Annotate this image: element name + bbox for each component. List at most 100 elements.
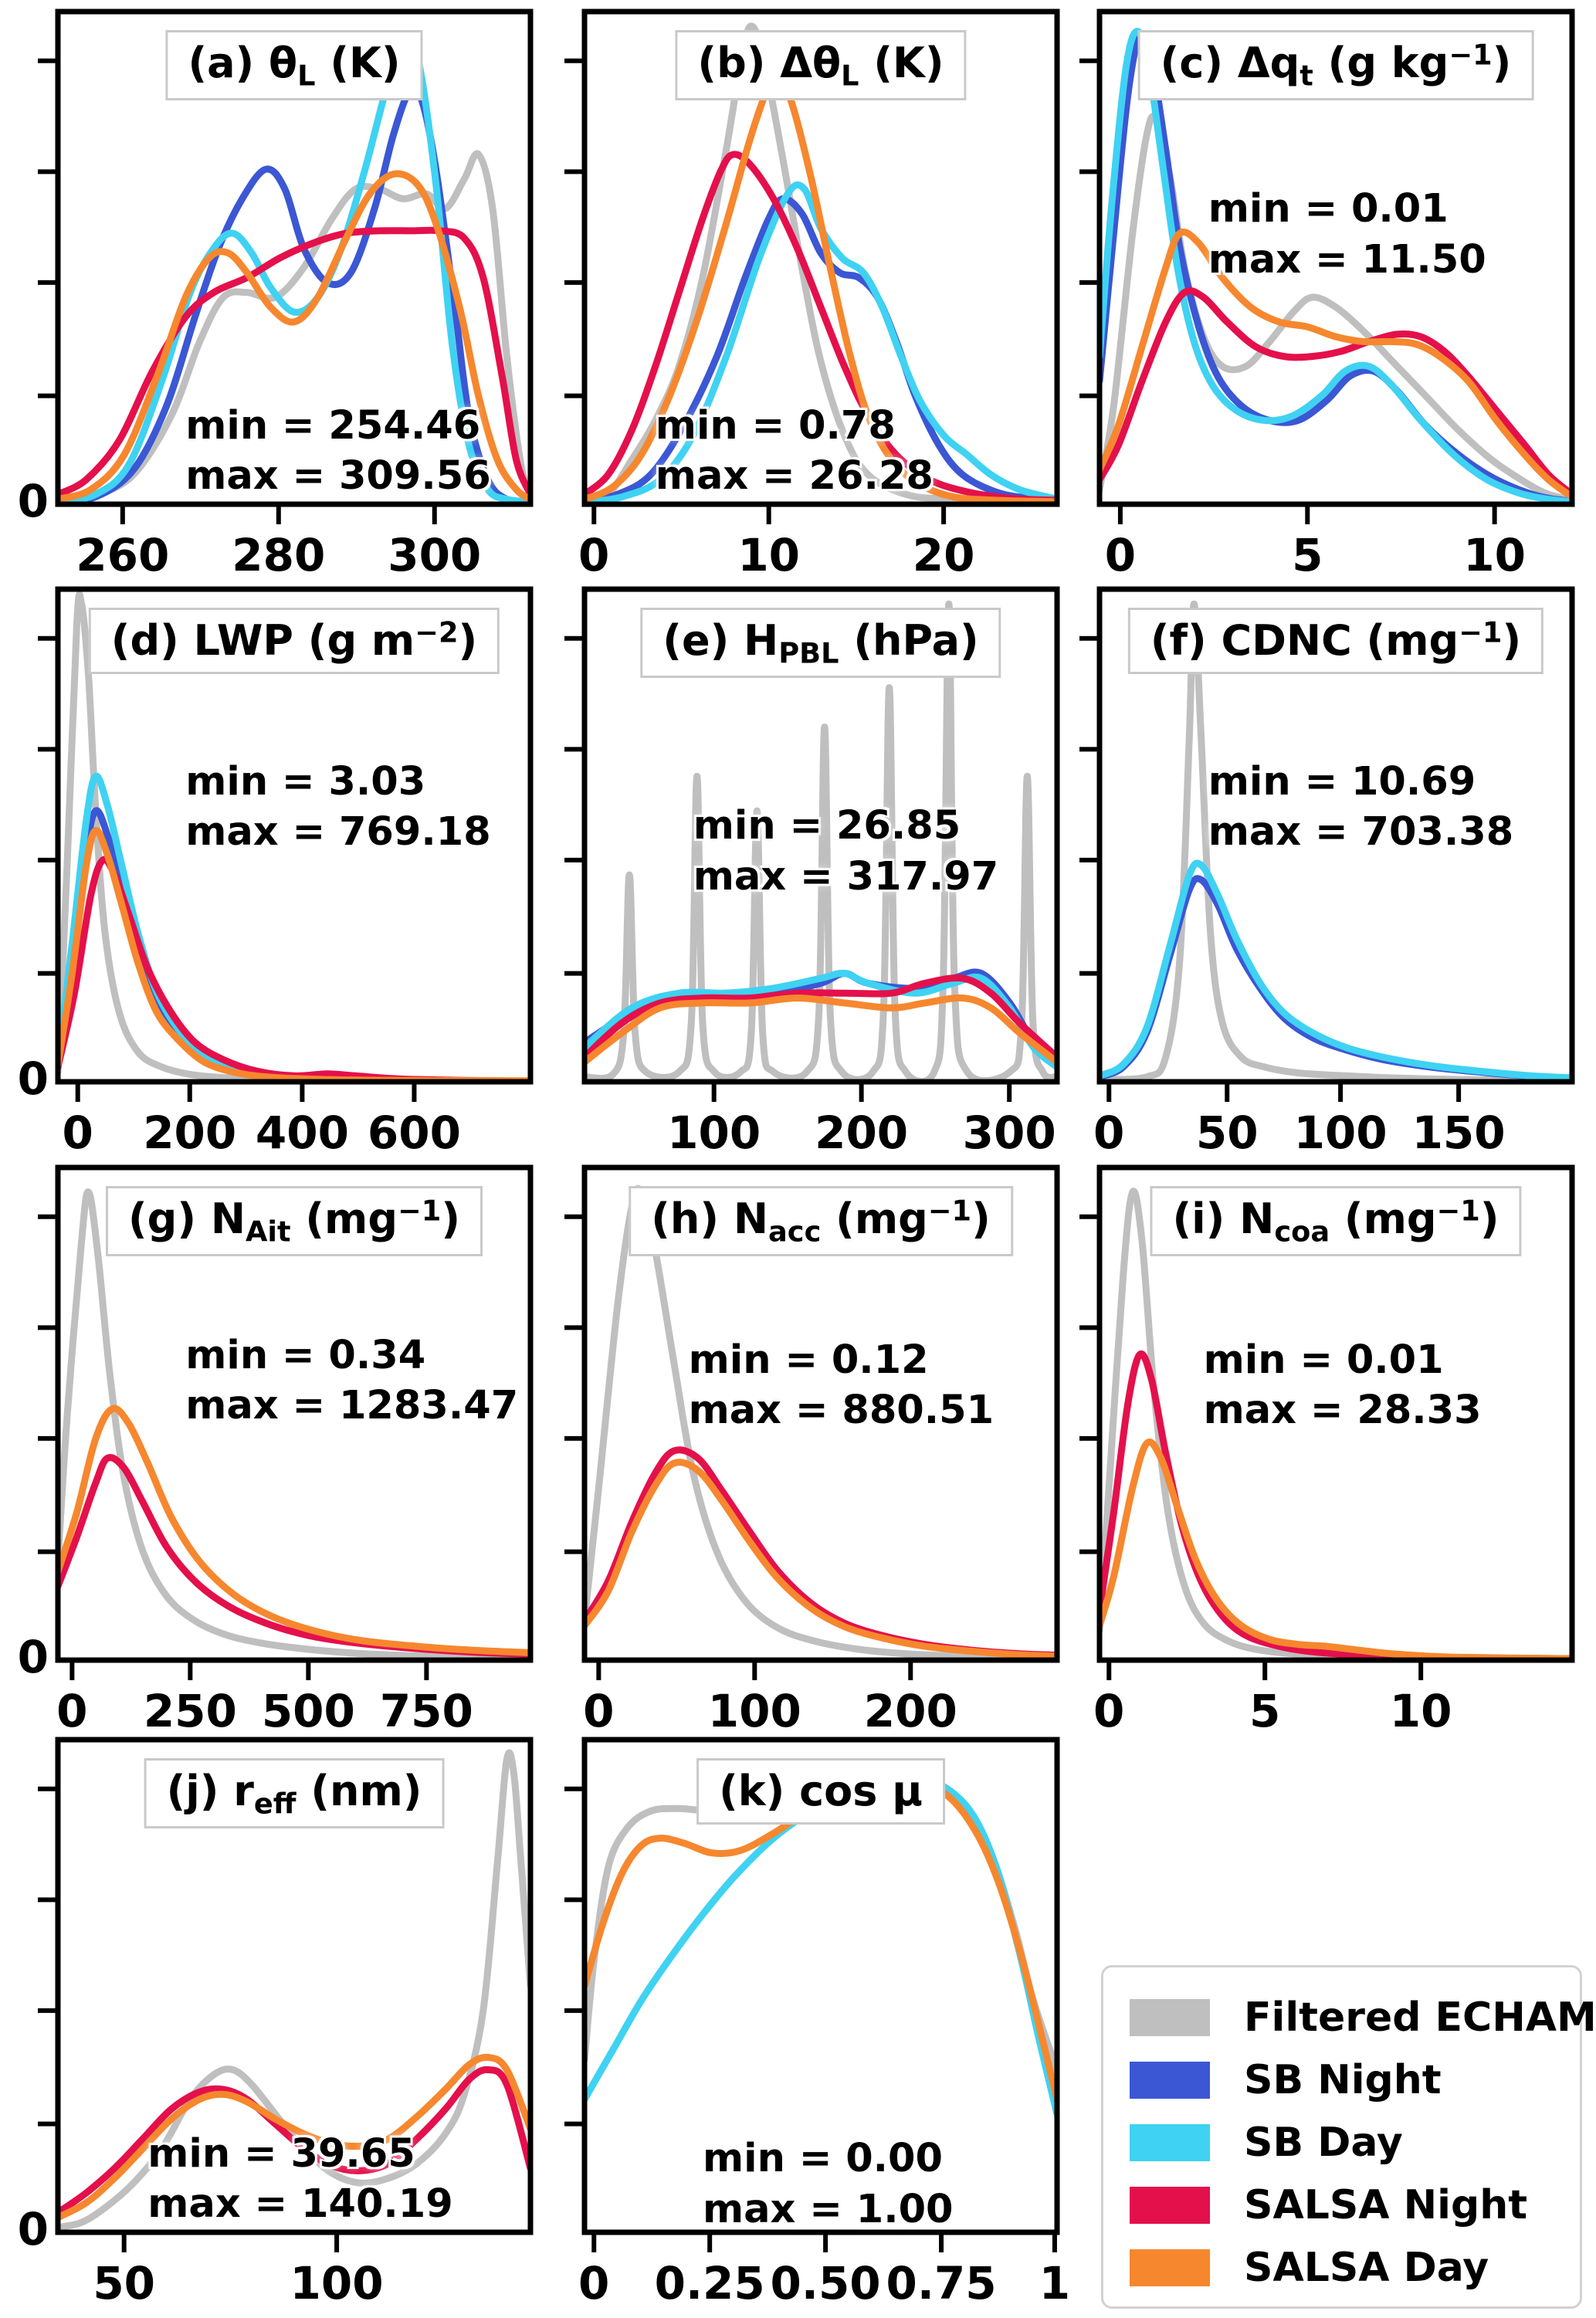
max-value-line: max = 1283.47	[185, 1381, 518, 1431]
x-tick-label: 750	[379, 1685, 473, 1737]
panel-frame	[1096, 586, 1575, 1085]
equals-sign: =	[781, 1388, 842, 1434]
legend-item: SALSA Night	[1130, 2182, 1580, 2228]
salsa-day-curve	[587, 994, 1055, 1065]
panel-frame	[55, 586, 534, 1085]
filtered-echam-curve	[60, 1749, 528, 2230]
stat-label: min	[693, 803, 776, 849]
panel-title-segment: (mg	[821, 1195, 928, 1243]
stat-value: 769.18	[338, 809, 491, 856]
stat-label: min	[185, 403, 269, 449]
panel-a-minmax: min = 254.46 max = 309.56	[185, 401, 491, 502]
panel-a-title: (a) θL (K)	[165, 30, 423, 101]
stat-label: max	[688, 1388, 782, 1434]
stat-label: max	[1203, 1388, 1297, 1434]
max-value-line: max = 11.50	[1208, 235, 1486, 285]
equals-sign: =	[795, 2186, 856, 2232]
panel-k-minmax: min = 0.00 max = 1.00	[703, 2133, 954, 2235]
x-tick-label: 100	[707, 1685, 801, 1737]
panel-title-segment: −1	[1459, 615, 1503, 649]
stat-value: 309.56	[338, 453, 491, 500]
equals-sign: =	[278, 809, 339, 856]
stat-value: 1283.47	[338, 1382, 519, 1428]
legend-swatch-salsa-night	[1130, 2187, 1210, 2224]
stat-label: min	[655, 403, 738, 449]
panel-title-segment: acc	[768, 1215, 822, 1249]
sb-night-curve	[60, 83, 528, 502]
x-tick-label: 250	[143, 1685, 237, 1737]
panel-title-segment: Ait	[246, 1215, 291, 1249]
panel-title-segment: (nm)	[296, 1767, 422, 1815]
x-tick-label: 0	[578, 2257, 610, 2310]
stat-value: 1.00	[856, 2186, 954, 2232]
min-value-line: min = 3.03	[185, 757, 491, 807]
panel-title-segment: )	[1502, 616, 1522, 665]
legend-item: SB Day	[1130, 2120, 1580, 2166]
max-value-line: max = 317.97	[693, 852, 999, 902]
stat-value: 880.51	[842, 1388, 995, 1434]
legend-label: Filtered ECHAM	[1244, 1994, 1596, 2041]
stat-label: min	[185, 1332, 269, 1378]
panel-title-segment: −1	[927, 1194, 972, 1228]
x-tick-label: 300	[388, 529, 482, 581]
panel-frame	[581, 586, 1060, 1085]
stat-label: min	[688, 1337, 771, 1383]
salsa-night-curve	[1102, 287, 1570, 497]
panel-k-title: (k) cos μ	[696, 1758, 945, 1825]
stat-label: min	[185, 758, 269, 805]
min-value-line: min = 254.46	[185, 401, 491, 451]
panel-title-segment: )	[971, 1195, 991, 1243]
panel-title-segment: )	[441, 1195, 460, 1243]
stat-label: max	[147, 2181, 241, 2228]
panel-title-segment: (mg	[290, 1195, 398, 1243]
x-tick-label: 500	[261, 1685, 355, 1737]
panel-title-segment: −1	[1449, 38, 1493, 72]
panel-g-minmax: min = 0.34 max = 1283.47	[185, 1330, 518, 1432]
x-tick-label: 100	[290, 2257, 384, 2310]
stat-value: 0.01	[1350, 186, 1449, 232]
equals-sign: =	[268, 1332, 329, 1378]
min-value-line: min = 0.34	[185, 1330, 518, 1381]
equals-sign: =	[771, 1337, 832, 1383]
stat-label: max	[1208, 809, 1302, 856]
panel-j-plot	[38, 1737, 534, 2252]
panel-title-segment: (b) Δθ	[697, 39, 842, 87]
x-tick-label: 20	[912, 529, 975, 581]
sb-day-curve	[587, 969, 1055, 1070]
filtered-echam-curve	[587, 600, 1055, 1079]
panel-title-segment: (e) H	[662, 616, 779, 665]
panel-title-segment: −2	[415, 615, 459, 649]
panel-title-segment: t	[1300, 59, 1313, 93]
stat-value: 39.65	[290, 2131, 415, 2177]
equals-sign: =	[268, 758, 329, 805]
min-value-line: min = 0.00	[703, 2133, 954, 2184]
stat-value: 26.28	[808, 453, 934, 500]
min-value-line: min = 0.01	[1208, 184, 1486, 234]
equals-sign: =	[278, 453, 339, 500]
salsa-day-curve	[60, 1405, 528, 1656]
stat-value: 0.01	[1346, 1337, 1444, 1383]
legend-swatch-salsa-day	[1130, 2249, 1210, 2286]
panel-d-minmax: min = 3.03 max = 769.18	[185, 757, 491, 858]
panel-title-segment: )	[458, 616, 478, 665]
min-value-line: min = 0.12	[689, 1335, 995, 1385]
panel-i-title: (i) Ncoa (mg−1)	[1150, 1186, 1522, 1257]
x-tick-label: 10	[1463, 529, 1526, 581]
salsa-day-curve	[587, 70, 1055, 502]
x-tick-label: 100	[1293, 1106, 1388, 1159]
stat-label: min	[147, 2131, 231, 2177]
x-tick-label: 0.25	[654, 2257, 765, 2310]
sb-day-curve	[1102, 859, 1570, 1079]
equals-sign: =	[1296, 1388, 1357, 1434]
stat-value: 317.97	[846, 853, 999, 900]
stat-value: 28.33	[1357, 1388, 1482, 1434]
stat-label: max	[1208, 236, 1302, 283]
stat-label: max	[185, 453, 279, 500]
equals-sign: =	[786, 853, 847, 900]
legend-label: SB Night	[1244, 2057, 1442, 2103]
equals-sign: =	[1301, 236, 1362, 283]
panel-title-segment: (d) LWP (g m	[110, 616, 415, 665]
x-tick-label: 50	[93, 2257, 156, 2310]
salsa-day-curve	[1102, 1439, 1570, 1658]
salsa-day-curve	[1102, 229, 1570, 500]
